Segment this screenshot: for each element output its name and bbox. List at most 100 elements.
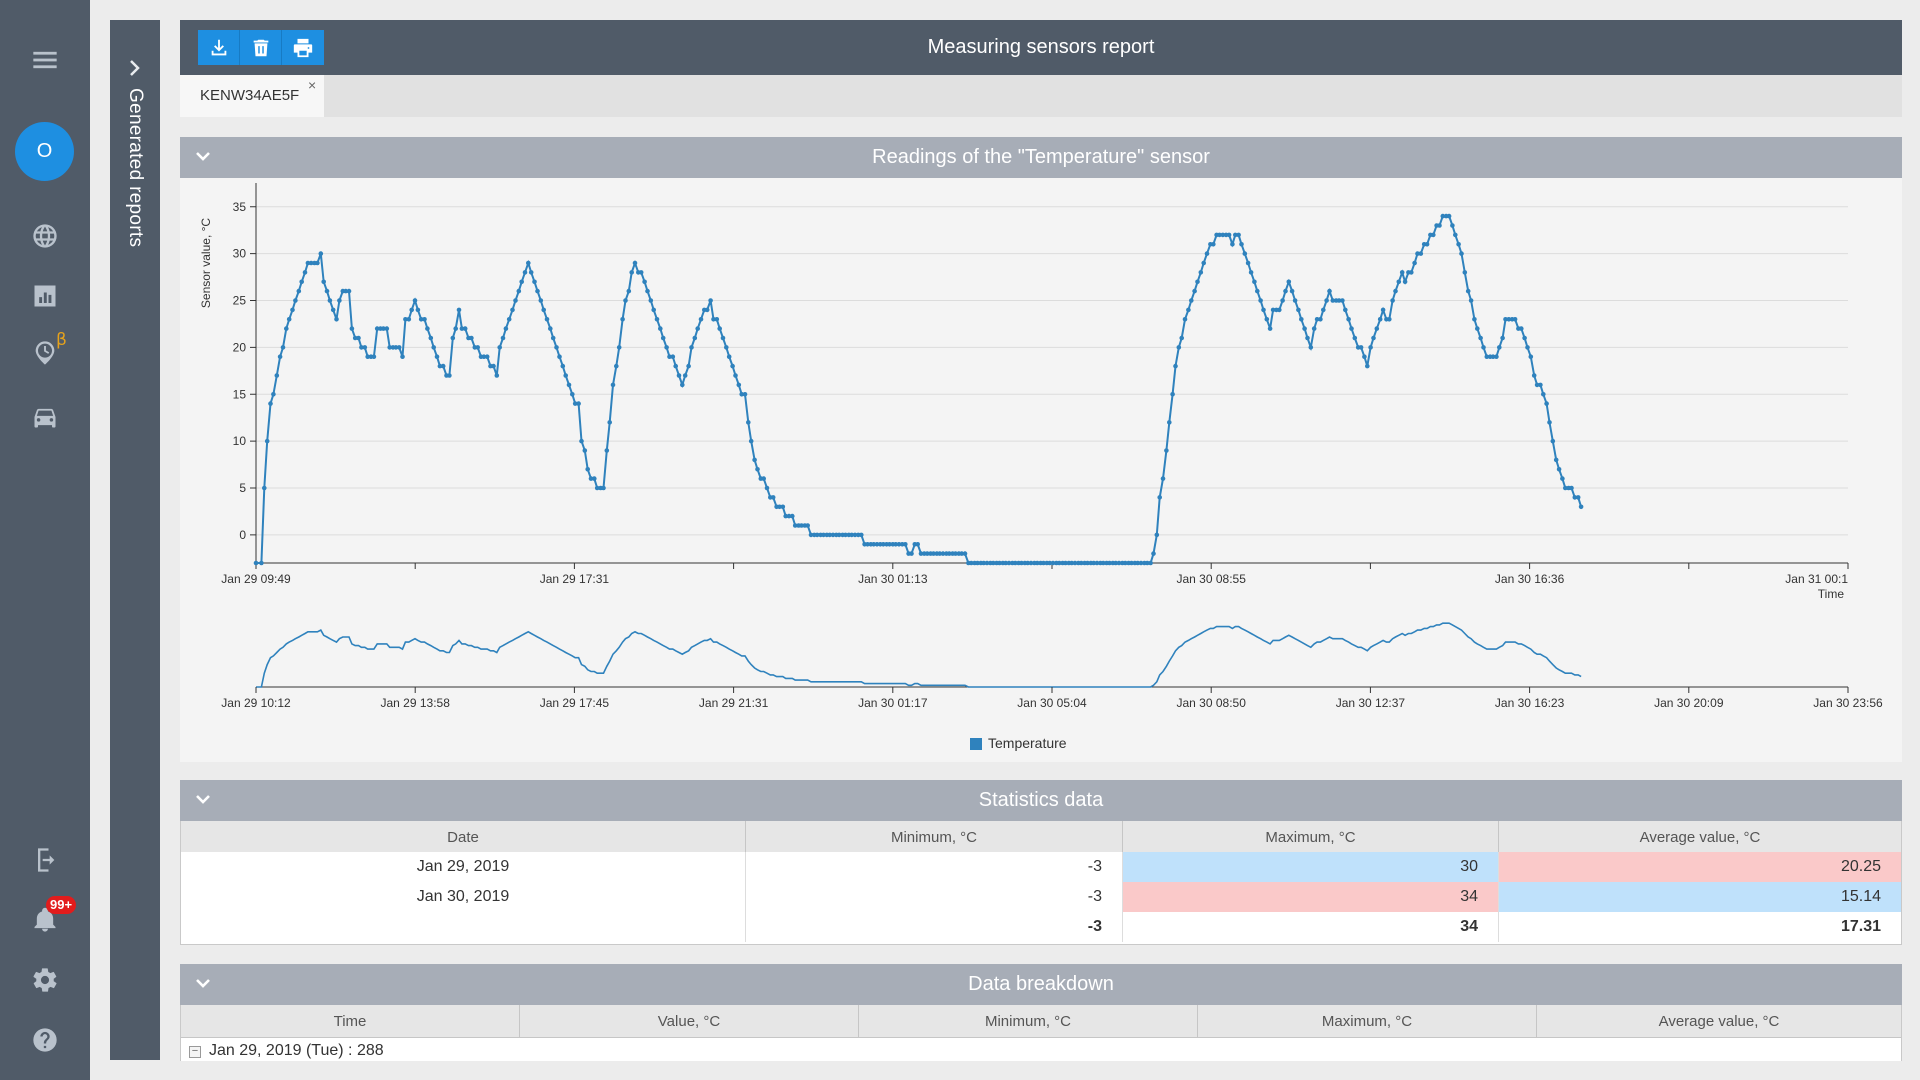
data-point [1465, 288, 1471, 294]
data-point [786, 513, 792, 519]
column-header[interactable]: Minimum, °C [859, 1005, 1198, 1038]
data-point [648, 298, 654, 303]
table-row: Jan 30, 2019 -3 34 15.14 [181, 882, 1901, 912]
nav-reports-button[interactable] [0, 276, 90, 316]
column-header[interactable]: Average value, °C [1499, 821, 1901, 854]
data-point [1296, 307, 1301, 313]
globe-icon [33, 224, 57, 248]
data-point [1525, 345, 1530, 350]
data-point [1538, 382, 1543, 388]
menu-icon [33, 51, 57, 69]
data-point [805, 523, 810, 528]
report-title: Measuring sensors report [927, 36, 1155, 58]
y-tick-label: 25 [233, 294, 247, 308]
column-header[interactable]: Date [181, 821, 746, 854]
data-point [462, 326, 468, 331]
generated-reports-panel[interactable]: Generated reports [110, 20, 160, 1060]
column-header[interactable]: Value, °C [520, 1005, 859, 1038]
report-tabs: KENW34AE5F × [180, 75, 1902, 117]
data-point [1453, 232, 1458, 238]
data-point [431, 345, 436, 350]
data-point [1563, 485, 1568, 491]
breakdown-group-row[interactable]: − Jan 29, 2019 (Tue) : 288 [181, 1038, 1901, 1061]
legend-swatch-temperature [970, 738, 982, 750]
data-point [1245, 260, 1251, 266]
data-point [704, 307, 710, 313]
x-tick-label: Jan 31 00:1 [1785, 572, 1848, 586]
print-button[interactable] [282, 30, 324, 65]
breakdown-section-header[interactable]: Data breakdown [180, 964, 1902, 1005]
data-point [790, 513, 795, 519]
column-header[interactable]: Maximum, °C [1123, 821, 1499, 854]
data-point [1550, 438, 1556, 444]
menu-button[interactable] [0, 40, 90, 80]
data-point [346, 288, 352, 294]
data-point [695, 326, 700, 331]
column-header[interactable]: Time [181, 1005, 520, 1038]
notifications-button[interactable] [0, 900, 90, 940]
data-point [1094, 560, 1100, 566]
data-point [334, 317, 339, 322]
readings-section-header[interactable]: Readings of the "Temperature" sensor [180, 137, 1902, 178]
data-point [1336, 298, 1342, 303]
data-point [915, 542, 920, 547]
avatar[interactable]: O [15, 122, 74, 181]
data-point [362, 345, 368, 350]
data-point [1258, 298, 1263, 303]
data-point [1556, 467, 1562, 472]
settings-button[interactable] [0, 960, 90, 1000]
data-point [903, 542, 908, 547]
nav-history-button[interactable] [0, 333, 90, 373]
x-tick-label: Jan 29 17:31 [540, 572, 610, 586]
tab-report[interactable]: KENW34AE5F × [180, 75, 324, 117]
data-point [1371, 335, 1376, 341]
data-point [519, 279, 524, 285]
data-point [1374, 326, 1380, 331]
data-point [1547, 420, 1552, 425]
data-point [724, 345, 729, 350]
column-header[interactable]: Maximum, °C [1198, 1005, 1537, 1038]
navigator-tick-label: Jan 29 10:12 [221, 696, 291, 710]
data-point [610, 382, 616, 388]
data-point [909, 551, 914, 556]
nav-map-button[interactable] [0, 216, 90, 256]
data-point [315, 260, 320, 266]
export-button[interactable] [198, 30, 240, 65]
data-point [698, 317, 704, 322]
column-header[interactable]: Minimum, °C [746, 821, 1123, 854]
data-point [459, 326, 465, 331]
data-point [739, 392, 744, 397]
data-point [1289, 288, 1295, 294]
data-point [1019, 560, 1024, 566]
help-button[interactable] [0, 1020, 90, 1060]
data-point [481, 354, 487, 359]
data-point [1116, 560, 1122, 566]
report-toolbar [198, 30, 324, 65]
chart-icon [34, 285, 56, 307]
logout-button[interactable] [0, 840, 90, 880]
table-row: Jan 29, 2019 -3 30 20.25 [181, 852, 1901, 882]
data-point [588, 476, 594, 481]
data-point [689, 345, 694, 350]
data-point [1129, 560, 1134, 566]
data-point [984, 560, 990, 566]
data-point [658, 326, 663, 331]
min-cell: -3 [746, 852, 1123, 882]
data-point [692, 335, 698, 341]
data-point [359, 345, 364, 350]
data-point [1519, 326, 1524, 331]
statistics-section-header[interactable]: Statistics data [180, 780, 1902, 821]
collapse-group-icon[interactable]: − [189, 1046, 201, 1058]
close-icon[interactable]: × [308, 77, 317, 93]
data-point [676, 373, 682, 378]
data-point [1305, 335, 1310, 341]
data-point [1578, 504, 1584, 510]
data-point [896, 542, 902, 547]
data-point [1387, 317, 1392, 322]
data-point [761, 476, 766, 481]
data-point [1330, 298, 1336, 303]
delete-button[interactable] [240, 30, 282, 65]
column-header[interactable]: Average value, °C [1537, 1005, 1901, 1038]
nav-vehicles-button[interactable] [0, 397, 90, 437]
data-point [532, 279, 537, 285]
